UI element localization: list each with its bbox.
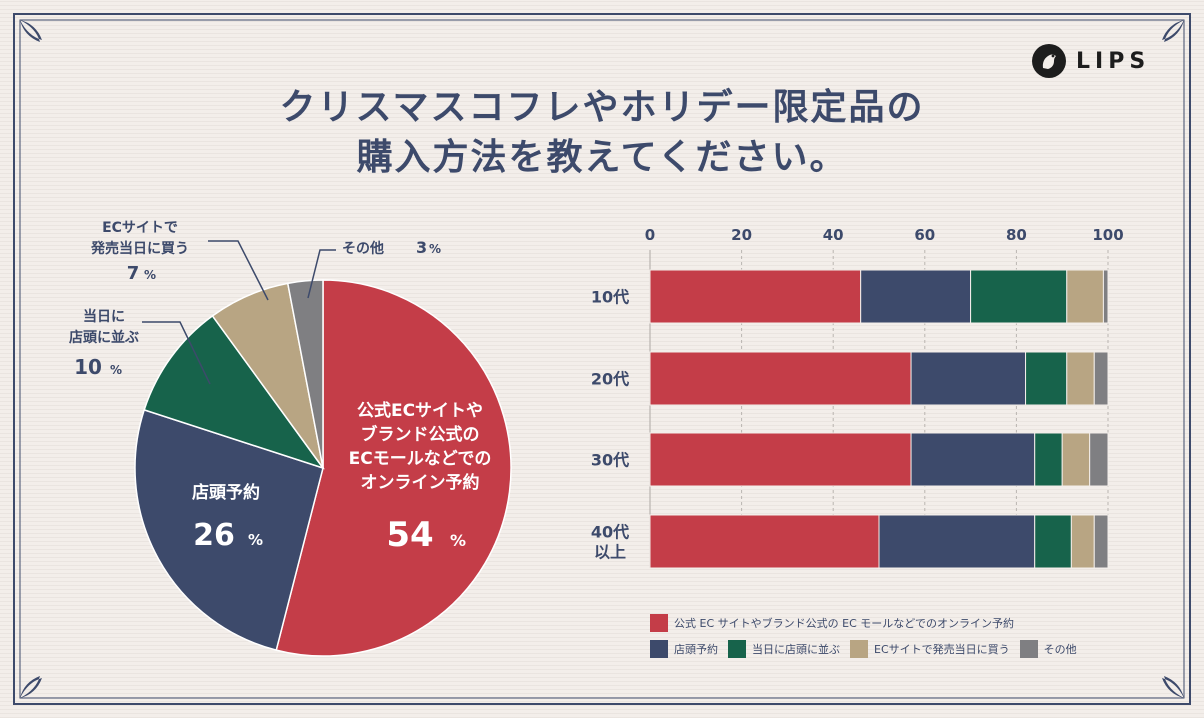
bar-online-row-4 [649, 514, 880, 569]
legend-label-online: 公式 EC サイトやブランド公式の EC モールなどでのオンライン予約 [674, 617, 1015, 630]
inner-frame-border [19, 19, 1185, 699]
bar-queue-row-1 [970, 269, 1068, 324]
pie-slice-online [275, 279, 512, 657]
pie-label-online-line-4: オンライン予約 [361, 472, 480, 493]
pie-pct-online: 54 [386, 515, 433, 555]
y-category-label-2: 20代 [591, 370, 629, 389]
lips-logo-text: LIPS [1076, 48, 1151, 74]
legend-swatch-other [1019, 640, 1038, 658]
bar-store_reserve-row-1 [860, 269, 972, 324]
pie-label-queue-line-1: 当日に [83, 308, 125, 325]
pie-label-store-reserve: 店頭予約 [192, 482, 260, 503]
pie-label-online-line-1: 公式ECサイトや [357, 400, 483, 421]
pie-unit-online: % [450, 531, 466, 550]
legend-item-online: 公式 EC サイトやブランド公式の EC モールなどでのオンライン予約 [650, 614, 1014, 632]
y-category-label-1: 10代 [591, 288, 629, 307]
x-tick-label-60: 60 [914, 226, 935, 244]
x-tick-label-40: 40 [823, 226, 844, 244]
bar-other-row-1 [1102, 269, 1109, 324]
pie-pct-queue: 10 [74, 355, 102, 379]
page-title-line-2: 購入方法を教えてください。 [356, 137, 848, 178]
y-category-label-4-line-1: 40代 [591, 523, 629, 542]
leader-line-ec-same-day [208, 240, 269, 301]
bar-store_reserve-row-3 [910, 432, 1036, 487]
legend-row-2: 店頭予約 当日に店頭に並ぶ ECサイトで発売当日に買う その他 [650, 636, 1170, 662]
legend-item-store-reserve: 店頭予約 [650, 640, 718, 658]
bar-queue-row-3 [1034, 432, 1063, 487]
pie-label-queue-line-2: 店頭に並ぶ [69, 329, 139, 346]
pie-label-other: その他 [342, 240, 384, 257]
bar-queue-row-4 [1034, 514, 1072, 569]
legend-item-queue: 当日に店頭に並ぶ [728, 640, 840, 658]
legend-row-1: 公式 EC サイトやブランド公式の EC モールなどでのオンライン予約 [650, 610, 1170, 636]
bar-ec_same_day-row-4 [1070, 514, 1095, 569]
legend-swatch-store-reserve [650, 640, 668, 658]
y-category-label-4-line-2: 以上 [594, 543, 626, 562]
pie-unit-ec-same-day: % [144, 268, 156, 282]
pie-slice-queue [143, 314, 325, 470]
bar-ec_same_day-row-2 [1066, 351, 1095, 406]
y-category-label-3: 30代 [591, 451, 629, 470]
pie-pct-other: 3 [416, 238, 427, 257]
x-tick-label-80: 80 [1006, 226, 1027, 244]
pie-label-ec-same-day-line-2: 発売当日に買う [90, 240, 189, 257]
page-title-line-1: クリスマスコフレやホリデー限定品の [279, 87, 925, 128]
bar-online-row-3 [649, 432, 912, 487]
legend-label-queue: 当日に店頭に並ぶ [752, 643, 840, 656]
bar-queue-row-2 [1025, 351, 1068, 406]
legend-swatch-ec-same-day [850, 640, 868, 658]
pie-pct-ec-same-day: 7 [127, 263, 140, 284]
leader-line-other [307, 249, 336, 299]
bar-ec_same_day-row-1 [1066, 269, 1104, 324]
pie-label-ec-same-day-line-1: ECサイトで [102, 220, 178, 236]
bar-online-row-1 [649, 269, 862, 324]
pie-unit-store-reserve: % [248, 531, 263, 549]
bar-online-row-2 [649, 351, 912, 406]
x-tick-label-20: 20 [731, 226, 752, 244]
x-tick-label-100: 100 [1092, 226, 1123, 244]
lips-logo-icon [1032, 44, 1066, 78]
x-tick-label-0: 0 [645, 226, 655, 244]
pie-slice-store_reserve [134, 408, 324, 652]
legend-swatch-queue [728, 640, 746, 658]
pie-unit-other: % [429, 242, 441, 256]
bar-store_reserve-row-4 [878, 514, 1036, 569]
pie-slice-other [286, 279, 324, 469]
bar-other-row-4 [1093, 514, 1109, 569]
bar-ec_same_day-row-3 [1061, 432, 1091, 487]
legend-item-ec-same-day: ECサイトで発売当日に買う [850, 640, 1010, 658]
legend-label-other: その他 [1043, 643, 1077, 656]
pie-unit-queue: % [110, 363, 122, 377]
outer-frame-border [13, 13, 1191, 705]
pie-label-online-line-3: ECモールなどでの [349, 449, 492, 469]
legend-label-store-reserve: 店頭予約 [674, 643, 718, 656]
legend-label-ec-same-day: ECサイトで発売当日に買う [874, 643, 1010, 656]
bar-other-row-2 [1093, 351, 1109, 406]
leader-line-queue [142, 321, 211, 385]
bar-store_reserve-row-2 [910, 351, 1027, 406]
legend-item-other: その他 [1019, 640, 1077, 658]
pie-label-online-line-2: ブランド公式の [361, 424, 480, 445]
bar-other-row-3 [1089, 432, 1109, 487]
bar-chart-legend: 公式 EC サイトやブランド公式の EC モールなどでのオンライン予約 店頭予約… [650, 610, 1170, 662]
pie-pct-store-reserve: 26 [193, 518, 235, 553]
lips-logo: LIPS [1032, 42, 1150, 80]
legend-swatch-online [650, 614, 668, 632]
